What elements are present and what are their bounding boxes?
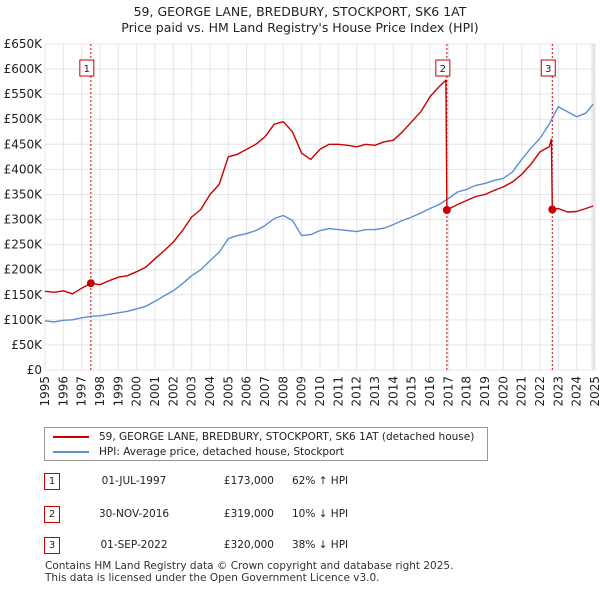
y-tick-label: £50K [11,338,43,352]
y-tick-label: £650K [4,37,44,51]
sale-price: £320,000 [223,539,274,551]
y-tick-label: £350K [4,187,44,201]
x-tick-label: 1999 [111,376,125,407]
footer-line-1: Contains HM Land Registry data © Crown c… [45,560,454,572]
x-tick-label: 2006 [240,376,254,407]
sale-row: 3 01-SEP-2022 £320,000 38% ↓ HPI [44,535,444,555]
x-tick-label: 2017 [441,376,455,407]
hpi-line [44,103,594,323]
x-tick-label: 2014 [386,376,400,407]
x-tick-label: 2005 [221,376,235,407]
sale-point [442,206,451,215]
legend-item-property: 59, GEORGE LANE, BREDBURY, STOCKPORT, SK… [53,430,474,444]
sale-number-badge: 3 [44,537,60,554]
x-tick-label: 1998 [93,376,107,407]
sale-number-badge: 2 [44,506,60,523]
sale-point [86,279,95,288]
x-tick-label: 2001 [148,376,162,407]
x-tick-label: 1996 [56,376,70,407]
x-tick-label: 2002 [166,376,180,407]
sale-date: 01-JUL-1997 [101,475,167,487]
sale-hpi-comparison: 62% ↑ HPI [292,475,349,487]
sale-marker-box [540,59,556,77]
sale-date: 01-SEP-2022 [100,539,168,551]
sale-number-badge: 1 [44,473,60,490]
x-tick-label: 2008 [276,376,290,407]
y-tick-label: £250K [4,238,44,252]
legend-swatch-hpi [53,451,89,453]
x-tick-label: 2020 [496,376,510,407]
chart-legend: 59, GEORGE LANE, BREDBURY, STOCKPORT, SK… [44,427,488,461]
y-tick-label: £400K [4,162,44,176]
property-price-line [44,79,594,295]
x-tick-label: 2016 [423,376,437,407]
sale-marker-box [435,59,451,77]
chart-title-line-2: Price paid vs. HM Land Registry's House … [121,20,479,35]
sale-hpi-comparison: 10% ↓ HPI [292,508,349,520]
y-tick-label: £500K [4,112,44,126]
x-tick-label: 2013 [368,376,382,407]
x-tick-label: 2003 [185,376,199,407]
sale-marker-label: 3 [545,64,551,75]
x-tick-label: 2025 [588,376,600,407]
legend-label-property: 59, GEORGE LANE, BREDBURY, STOCKPORT, SK… [99,431,475,443]
y-tick-label: £150K [4,288,44,302]
x-tick-label: 2009 [295,376,309,407]
sale-marker-box [79,59,95,77]
x-tick-label: 2023 [551,376,565,407]
sale-price: £319,000 [223,508,274,520]
future-shade [591,44,595,370]
x-tick-label: 1997 [75,376,89,407]
y-tick-label: £600K [4,62,44,76]
sale-marker-label: 2 [440,64,446,75]
x-tick-label: 2012 [350,376,364,407]
sale-row: 1 01-JUL-1997 £173,000 62% ↑ HPI [44,471,444,491]
x-tick-label: 2022 [533,376,547,407]
y-tick-label: £100K [4,313,44,327]
x-tick-label: 2021 [515,376,529,407]
x-tick-label: 2015 [405,376,419,407]
x-tick-label: 2000 [130,376,144,407]
y-tick-label: £550K [4,87,44,101]
y-tick-label: £450K [4,137,44,151]
legend-label-hpi: HPI: Average price, detached house, Stoc… [99,446,344,458]
x-tick-label: 2007 [258,376,272,407]
x-tick-label: 2018 [460,376,474,407]
footer-line-2: This data is licensed under the Open Gov… [45,572,380,584]
chart-title-line-1: 59, GEORGE LANE, BREDBURY, STOCKPORT, SK… [133,4,467,19]
y-tick-label: £200K [4,263,44,277]
x-tick-label: 2011 [331,376,345,407]
x-tick-label: 2024 [570,376,584,407]
legend-item-hpi: HPI: Average price, detached house, Stoc… [53,445,344,459]
x-tick-label: 2019 [478,376,492,407]
sale-marker-label: 1 [84,64,90,75]
legend-swatch-property [53,436,89,438]
sale-point [548,205,557,214]
sale-date: 30-NOV-2016 [98,508,170,520]
x-tick-label: 2010 [313,376,327,407]
y-tick-label: £300K [4,213,44,227]
price-chart: £0 £50K £100K £150K £200K £250K £300K £350K £400… [4,37,600,407]
sale-price: £173,000 [223,475,274,487]
sale-hpi-comparison: 38% ↓ HPI [292,539,349,551]
footer-copyright: Contains HM Land Registry data © Crown c… [45,560,453,584]
x-tick-label: 1995 [38,376,52,407]
y-tick-label: £0 [27,363,42,377]
sale-row: 2 30-NOV-2016 £319,000 10% ↓ HPI [44,504,444,524]
x-tick-label: 2004 [203,376,217,407]
